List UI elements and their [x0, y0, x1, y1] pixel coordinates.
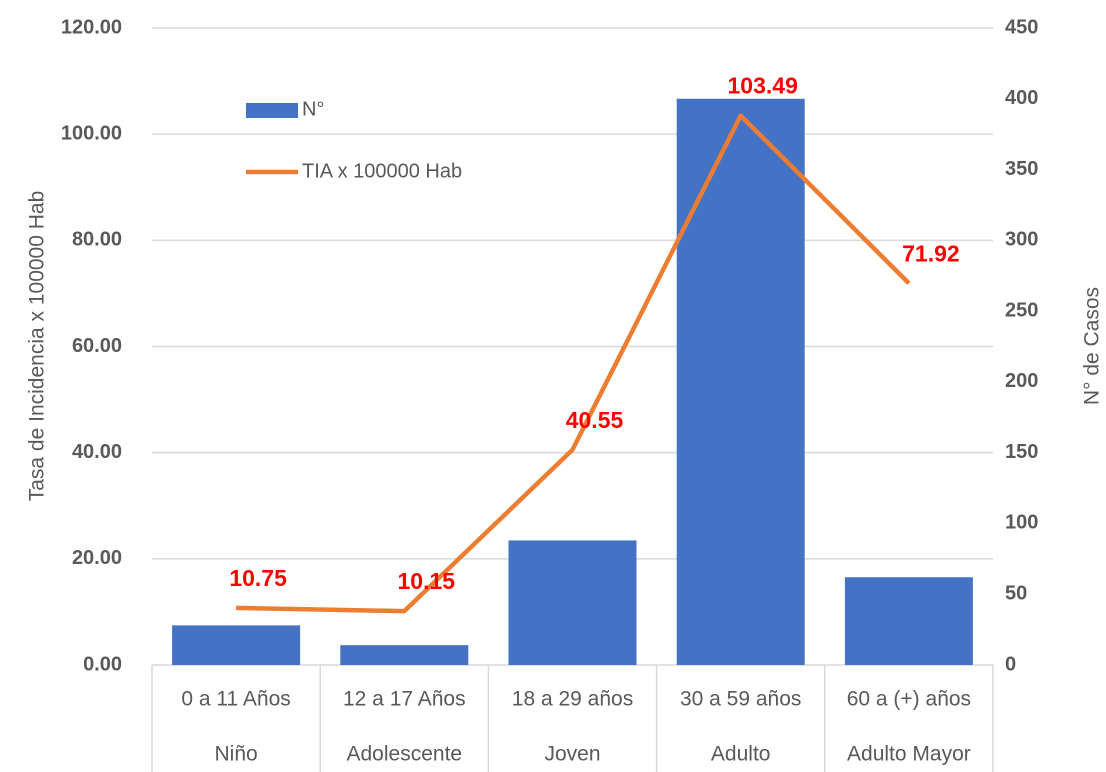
x-group-label: Niño [214, 743, 257, 766]
y-tick-label: 20.00 [72, 547, 122, 569]
y-tick-label: 60.00 [72, 335, 122, 357]
y-tick-label: 40.00 [72, 441, 122, 463]
x-group-label: Adolescente [347, 743, 463, 766]
bar [844, 577, 973, 665]
x-tick-label: 60 a (+) años [847, 688, 971, 711]
x-tick-label: 30 a 59 años [680, 688, 801, 711]
y2-tick-label: 50 [1005, 583, 1027, 605]
x-group-label: Joven [544, 743, 600, 766]
data-label: 10.15 [398, 568, 456, 594]
y2-tick-label: 250 [1005, 299, 1038, 321]
x-group-label: Adulto [711, 743, 771, 766]
legend-swatch [246, 103, 298, 118]
line [236, 113, 911, 614]
y2-tick-label: 350 [1005, 158, 1038, 180]
y2-tick-label: 450 [1005, 16, 1038, 38]
bar [508, 540, 637, 665]
x-group-label: Adulto Mayor [847, 743, 971, 766]
y2-tick-label: 300 [1005, 229, 1038, 251]
y2-tick-label: 400 [1005, 87, 1038, 109]
y2-axis-title: N° de Casos [1081, 287, 1104, 405]
bar [676, 98, 805, 666]
y2-tick-label: 100 [1005, 512, 1038, 534]
y-axis-title: Tasa de Incidencia x 100000 Hab [26, 191, 49, 502]
x-tick-label: 12 a 17 Años [343, 688, 466, 711]
y-tick-label: 0.00 [83, 653, 122, 675]
x-tick-label: 0 a 11 Años [181, 688, 290, 711]
legend-label: N° [302, 98, 324, 120]
x-tick-label: 18 a 29 años [512, 688, 633, 711]
y-tick-label: 120.00 [61, 16, 122, 38]
y2-tick-label: 0 [1005, 653, 1016, 675]
y-tick-label: 80.00 [72, 229, 122, 251]
legend-label: TIA x 100000 Hab [302, 160, 462, 182]
y2-tick-label: 150 [1005, 441, 1038, 463]
y2-tick-label: 200 [1005, 370, 1038, 392]
data-label: 10.75 [229, 565, 287, 591]
data-label: 71.92 [902, 240, 960, 266]
y-tick-label: 100.00 [61, 122, 122, 144]
data-label: 103.49 [728, 73, 798, 99]
data-label: 40.55 [566, 407, 624, 433]
bar [340, 645, 469, 665]
bar [172, 625, 301, 665]
